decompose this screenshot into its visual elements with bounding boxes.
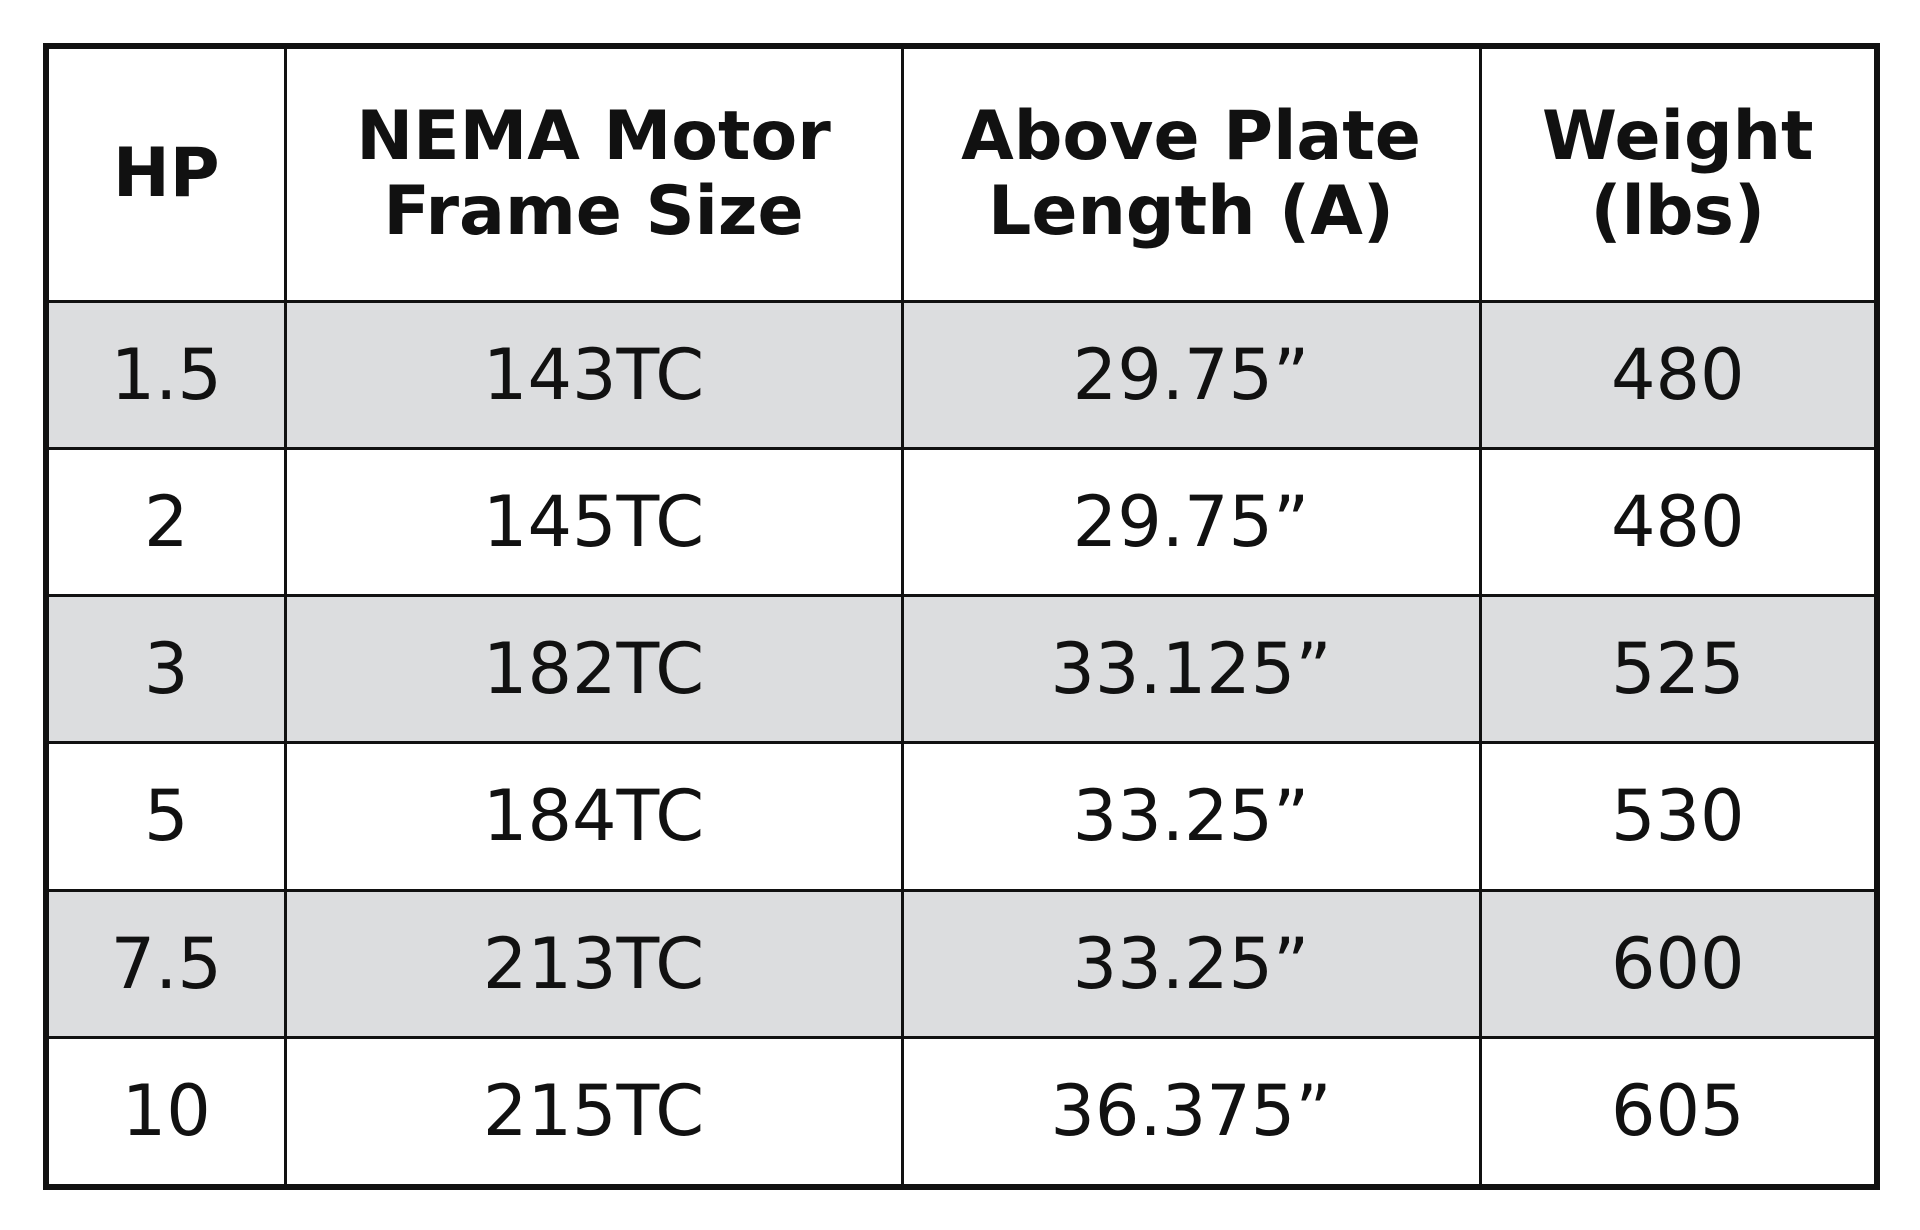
spec-table: HP NEMA Motor Frame Size Above Plate Lengt… [43,43,1880,1190]
table-cell: 182TC [283,594,904,745]
table-cell: 10 [44,1035,287,1189]
table-cell: 36.375” [900,1035,1482,1189]
table-cell: 145TC [283,447,904,598]
header-cell: Weight (lbs) [1478,44,1879,303]
table-cell: 605 [1478,1035,1879,1189]
table-cell: 33.25” [900,741,1482,892]
table-cell: 184TC [283,741,904,892]
table-cell: 480 [1478,447,1879,598]
table-cell: 5 [44,741,287,892]
table-cell: 29.75” [900,299,1482,451]
table-cell: 213TC [283,888,904,1039]
table-cell: 3 [44,594,287,745]
table-cell: 530 [1478,741,1879,892]
table-cell: 215TC [283,1035,904,1189]
table-cell: 33.125” [900,594,1482,745]
table-cell: 7.5 [44,888,287,1039]
table-cell: 33.25” [900,888,1482,1039]
table-body: 1.5 143TC 29.75” 480 2 145TC 29.75” 480 3 182TC 33… [44,299,1879,1189]
table-header: HP NEMA Motor Frame Size Above Plate Lengt… [44,44,1879,303]
table-row: 2 145TC 29.75” 480 [44,447,1879,598]
table-row: 1.5 143TC 29.75” 480 [44,299,1879,451]
table-row: 5 184TC 33.25” 530 [44,741,1879,892]
header-row: HP NEMA Motor Frame Size Above Plate Lengt… [44,44,1879,303]
table-row: 3 182TC 33.125” 525 [44,594,1879,745]
table-row: 7.5 213TC 33.25” 600 [44,888,1879,1039]
table-row: 10 215TC 36.375” 605 [44,1035,1879,1189]
table-cell: 2 [44,447,287,598]
table-cell: 143TC [283,299,904,451]
table-cell: 600 [1478,888,1879,1039]
table-cell: 525 [1478,594,1879,745]
table-cell: 29.75” [900,447,1482,598]
table-cell: 1.5 [44,299,287,451]
header-cell: HP [44,44,287,303]
table-cell: 480 [1478,299,1879,451]
header-cell: Above Plate Length (A) [900,44,1482,303]
header-cell: NEMA Motor Frame Size [283,44,904,303]
